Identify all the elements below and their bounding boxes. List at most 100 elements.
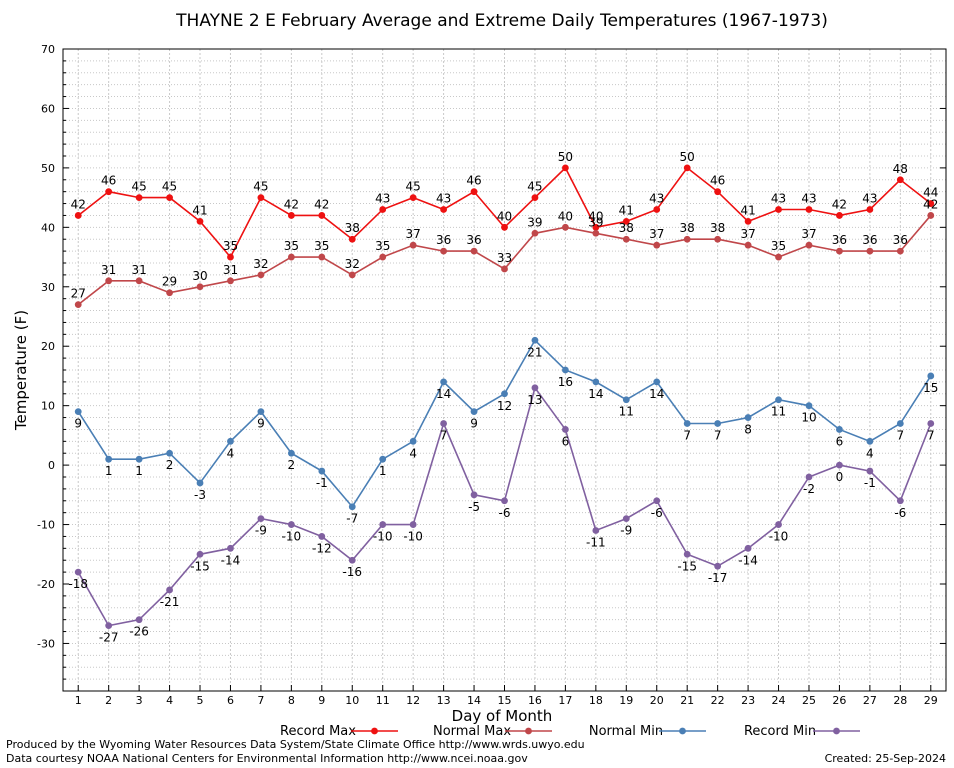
y-tick-label: -30 — [37, 637, 55, 650]
data-label: 45 — [162, 180, 177, 194]
data-label: -9 — [255, 524, 267, 538]
data-label: 46 — [710, 174, 725, 188]
data-point — [166, 586, 173, 594]
data-label: 39 — [588, 215, 603, 229]
data-point — [561, 223, 569, 231]
footer-data-courtesy: Data courtesy NOAA National Centers for … — [6, 752, 528, 765]
data-point — [501, 265, 508, 273]
data-point — [227, 253, 234, 261]
data-label: 11 — [771, 405, 786, 419]
series-record-min: -18-27 -26-21-15 -14-9 -10-12-16-10 -107-5 -6… — [68, 384, 935, 645]
x-tick-label: 17 — [558, 694, 572, 707]
data-label: 45 — [253, 180, 268, 194]
data-point — [775, 253, 782, 261]
data-label: 43 — [375, 192, 390, 206]
data-point — [135, 455, 143, 463]
legend-label: Normal Min — [589, 724, 663, 739]
data-point — [653, 241, 661, 249]
data-label: 41 — [740, 203, 755, 217]
legend-swatch-marker — [833, 727, 840, 735]
legend-swatch-marker — [371, 727, 378, 735]
data-label: -21 — [160, 595, 180, 609]
data-label: 43 — [862, 192, 877, 206]
data-label: -17 — [708, 571, 728, 585]
data-point — [896, 497, 904, 505]
data-label: 40 — [558, 209, 573, 223]
data-label: 4 — [409, 446, 417, 460]
x-tick-label: 13 — [437, 694, 451, 707]
data-label: 16 — [558, 375, 573, 389]
data-point — [287, 253, 295, 261]
data-label: -1 — [864, 476, 876, 490]
data-point — [196, 550, 204, 558]
x-tick-label: 24 — [772, 694, 786, 707]
data-point — [775, 396, 782, 404]
data-label: 35 — [375, 239, 390, 253]
data-point — [74, 301, 82, 309]
data-label: 36 — [893, 233, 908, 247]
data-point — [622, 396, 630, 404]
data-point — [592, 527, 600, 534]
data-label: 37 — [740, 227, 755, 241]
data-point — [379, 455, 387, 463]
data-label: 50 — [558, 150, 573, 164]
data-point — [227, 437, 234, 445]
data-point — [775, 206, 782, 213]
data-point — [531, 229, 539, 237]
x-tick-label: 22 — [711, 694, 725, 707]
data-label: 1 — [135, 464, 143, 478]
data-point — [440, 378, 448, 386]
x-tick-label: 15 — [498, 694, 512, 707]
data-point — [683, 420, 691, 427]
data-point — [561, 366, 569, 374]
data-label: 32 — [345, 257, 360, 271]
data-point — [683, 235, 691, 243]
data-point — [196, 479, 204, 487]
data-label: 44 — [923, 186, 938, 200]
data-point — [683, 550, 691, 558]
data-label: 33 — [497, 251, 512, 265]
data-point — [531, 194, 539, 202]
x-tick-label: 23 — [741, 694, 755, 707]
data-label: 15 — [923, 381, 938, 395]
x-tick-label: 7 — [257, 694, 264, 707]
data-label: 21 — [527, 345, 542, 359]
data-point — [836, 461, 843, 469]
data-label: -6 — [499, 506, 511, 520]
data-label: 35 — [771, 239, 786, 253]
data-point — [348, 271, 356, 279]
data-label: 31 — [223, 263, 238, 277]
data-point — [592, 378, 600, 386]
data-point — [440, 206, 448, 213]
y-tick-label: 10 — [41, 400, 55, 413]
data-point — [805, 241, 813, 249]
data-label: 14 — [649, 387, 664, 401]
data-label: 42 — [284, 197, 299, 211]
data-point — [379, 521, 387, 528]
data-point — [714, 188, 722, 196]
data-label: 39 — [527, 215, 542, 229]
x-tick-label: 14 — [467, 694, 481, 707]
data-label: 35 — [284, 239, 299, 253]
data-label: -26 — [129, 625, 149, 639]
data-label: 41 — [192, 203, 207, 217]
data-label: 46 — [466, 174, 481, 188]
data-point — [866, 467, 874, 475]
data-label: 7 — [440, 429, 448, 443]
x-tick-label: 16 — [528, 694, 542, 707]
data-point — [653, 497, 661, 505]
data-point — [257, 515, 265, 523]
x-tick-label: 2 — [105, 694, 112, 707]
data-point — [622, 217, 630, 225]
data-point — [836, 212, 843, 219]
data-point — [379, 253, 387, 261]
x-tick-label: 8 — [288, 694, 295, 707]
data-label: 4 — [866, 446, 874, 460]
data-point — [318, 253, 326, 261]
data-point — [409, 194, 417, 202]
data-label: -9 — [620, 524, 632, 538]
data-point — [257, 408, 265, 416]
data-label: 9 — [257, 417, 265, 431]
data-point — [805, 473, 813, 481]
